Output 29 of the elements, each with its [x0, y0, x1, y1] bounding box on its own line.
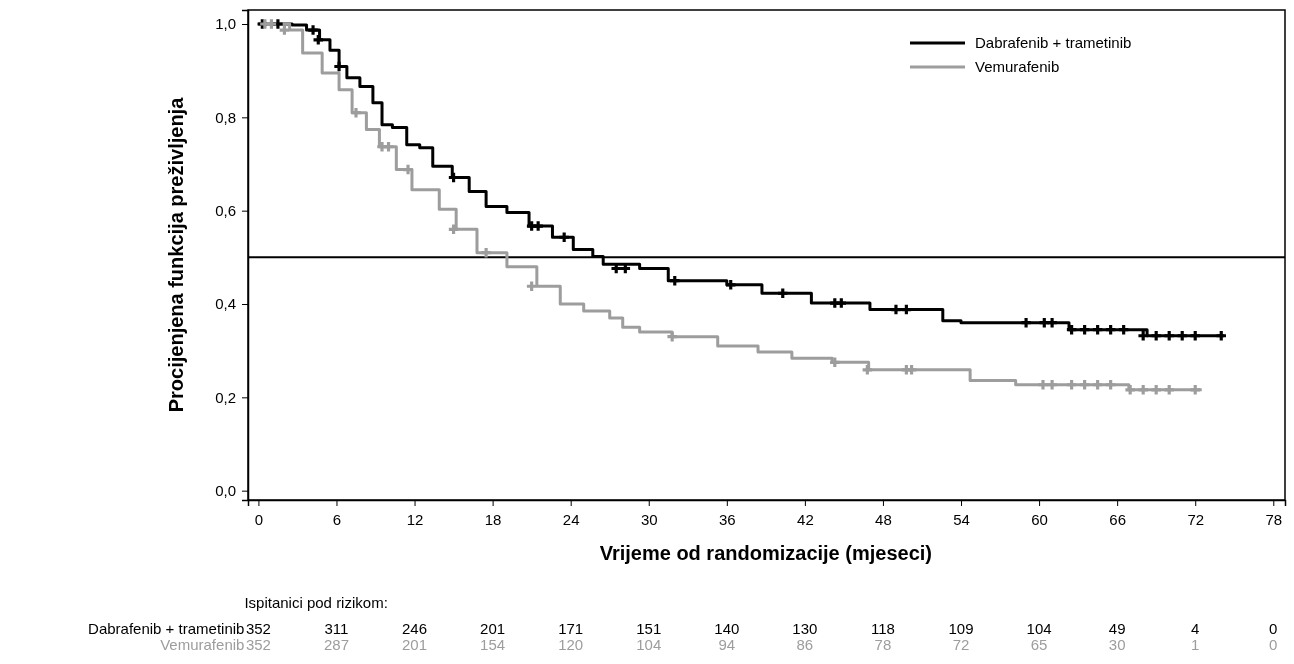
x-tick-label: 66 — [1109, 510, 1126, 528]
text: Dabrafenib + trametinib — [88, 620, 245, 637]
x-tick-label: 72 — [1187, 510, 1205, 528]
x-tick-label: 24 — [562, 510, 580, 528]
x-tick-label: 12 — [406, 510, 424, 528]
text: 352 311 246 201 171 151 140 130 118 109 104 49 4 0 — [245, 620, 1278, 637]
x-tick-label: 42 — [797, 510, 814, 528]
x-tick-label: 48 — [875, 510, 892, 528]
y-tick-label: 0,6 — [215, 201, 236, 219]
text: Ispitanici pod rizikom: — [244, 594, 388, 611]
y-tick-label: 0,2 — [215, 388, 236, 406]
y-tick-label: 0,4 — [215, 295, 236, 313]
y-tick-label: 0,8 — [215, 108, 236, 126]
x-tick-label: 6 — [332, 510, 342, 528]
x-tick-label: 0 — [254, 510, 264, 528]
x-tick-label: 18 — [484, 510, 502, 528]
x-tick-label: 36 — [718, 510, 736, 528]
x-axis-title: Vrijeme od randomizacije (mjeseci) — [599, 542, 933, 564]
y-axis-title: Procijenjena funkcija preživljenja — [165, 96, 187, 413]
x-tick-label: 30 — [640, 510, 658, 528]
y-tick-label: 0,0 — [215, 481, 236, 499]
x-tick-label: 54 — [953, 510, 970, 528]
x-tick-label: 78 — [1265, 510, 1283, 528]
y-tick-label: 1,0 — [215, 15, 236, 33]
legend-label: Vemurafenib — [975, 58, 1060, 75]
text: 352 287 201 154 120 104 94 86 78 72 65 30 1 0 — [245, 636, 1278, 653]
text: Vemurafenib — [160, 636, 245, 653]
x-tick-label: 60 — [1031, 510, 1048, 528]
legend-label: Dabrafenib + trametinib — [975, 34, 1132, 51]
